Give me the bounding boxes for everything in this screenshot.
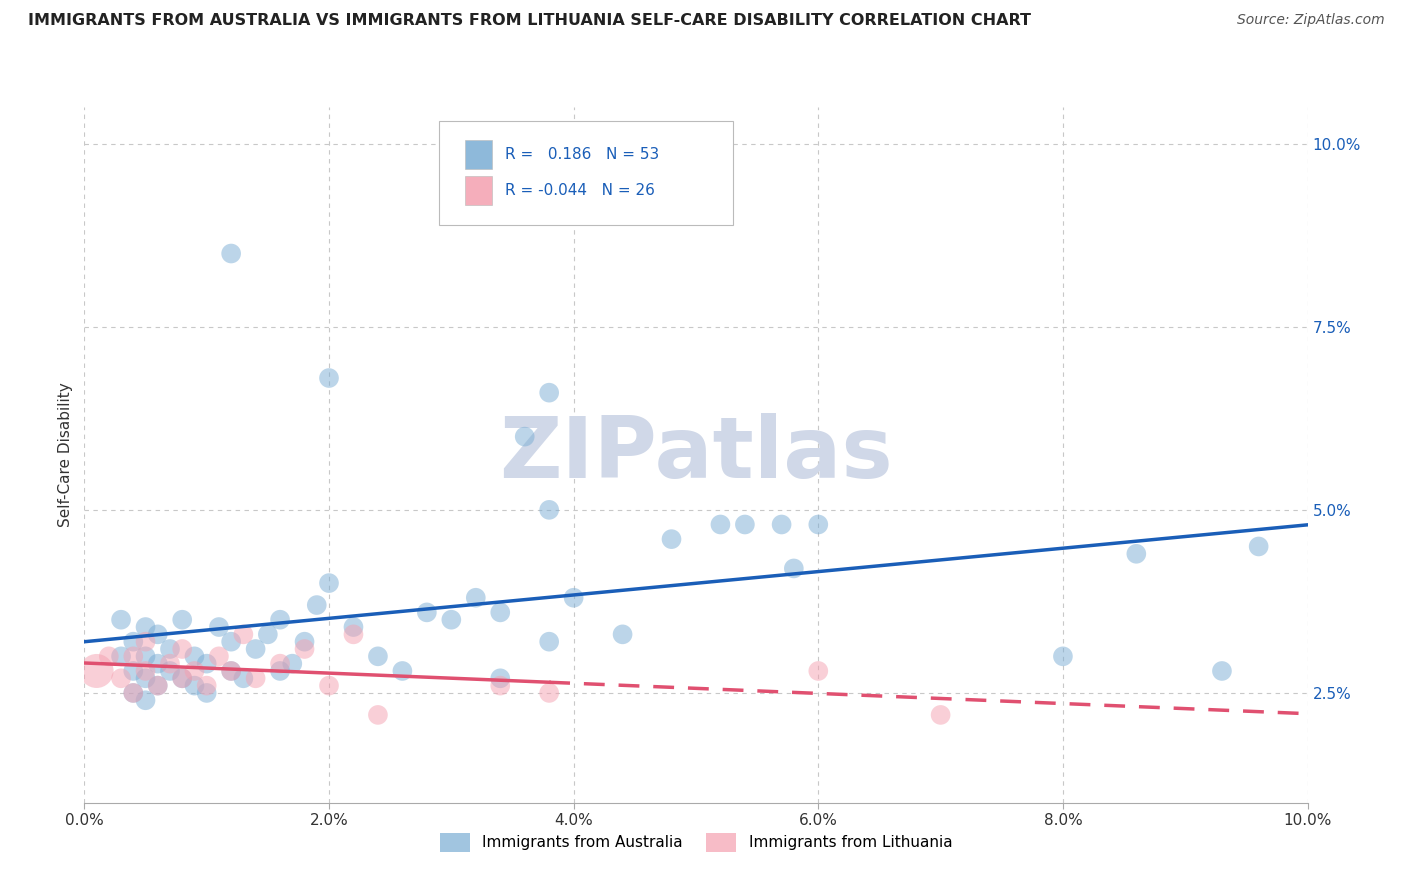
Point [770,517,793,532]
Point [709,517,731,532]
Point [219,664,242,678]
FancyBboxPatch shape [439,121,733,226]
Point [440,613,463,627]
Point [245,671,267,685]
Point [367,707,389,722]
Point [538,385,561,400]
Point [416,606,439,620]
Point [1125,547,1147,561]
Point [110,671,132,685]
Point [195,686,218,700]
Point [391,664,413,678]
Text: Source: ZipAtlas.com: Source: ZipAtlas.com [1237,13,1385,28]
Point [183,664,205,678]
Point [489,679,512,693]
Point [146,627,169,641]
Point [807,517,830,532]
Point [538,686,561,700]
Point [135,634,157,648]
Point [219,664,242,678]
Point [281,657,304,671]
Point [122,686,145,700]
Point [146,679,169,693]
Point [562,591,585,605]
Point [122,664,145,678]
Point [195,657,218,671]
Point [135,620,157,634]
Point [159,657,181,671]
Point [135,671,157,685]
Point [110,649,132,664]
Point [318,679,340,693]
Point [183,649,205,664]
Point [208,649,231,664]
Text: R = -0.044   N = 26: R = -0.044 N = 26 [505,183,655,198]
Point [929,707,952,722]
Point [489,671,512,685]
Point [269,664,291,678]
Point [342,627,364,641]
Point [318,576,340,591]
Point [269,657,291,671]
Point [219,246,242,260]
Point [807,664,830,678]
Point [318,371,340,385]
Point [172,671,194,685]
Point [1052,649,1074,664]
Point [159,664,181,678]
Point [538,634,561,648]
Point [97,649,120,664]
Point [367,649,389,664]
Point [122,634,145,648]
Point [110,613,132,627]
Point [661,532,683,546]
Point [219,634,242,648]
Point [146,679,169,693]
Point [1211,664,1233,678]
Point [489,606,512,620]
Point [232,671,254,685]
Point [135,664,157,678]
Point [86,664,108,678]
Point [513,429,536,443]
Point [612,627,634,641]
FancyBboxPatch shape [465,176,492,205]
Point [208,620,231,634]
Point [135,649,157,664]
Point [305,598,328,612]
Point [122,649,145,664]
Point [135,693,157,707]
Point [257,627,280,641]
Point [146,657,169,671]
Point [232,627,254,641]
Point [1247,540,1270,554]
Point [183,679,205,693]
Point [245,642,267,657]
Text: ZIPatlas: ZIPatlas [499,413,893,497]
Point [159,642,181,657]
Point [269,613,291,627]
Point [734,517,756,532]
Point [294,642,316,657]
Point [195,679,218,693]
FancyBboxPatch shape [465,140,492,169]
Point [464,591,486,605]
Point [294,634,316,648]
Point [538,503,561,517]
Point [172,642,194,657]
Text: R =   0.186   N = 53: R = 0.186 N = 53 [505,147,659,161]
Y-axis label: Self-Care Disability: Self-Care Disability [58,383,73,527]
Legend: Immigrants from Australia, Immigrants from Lithuania: Immigrants from Australia, Immigrants fr… [433,827,959,858]
Point [172,671,194,685]
Point [122,686,145,700]
Point [783,561,806,575]
Point [172,613,194,627]
Point [342,620,364,634]
Text: IMMIGRANTS FROM AUSTRALIA VS IMMIGRANTS FROM LITHUANIA SELF-CARE DISABILITY CORR: IMMIGRANTS FROM AUSTRALIA VS IMMIGRANTS … [28,13,1031,29]
